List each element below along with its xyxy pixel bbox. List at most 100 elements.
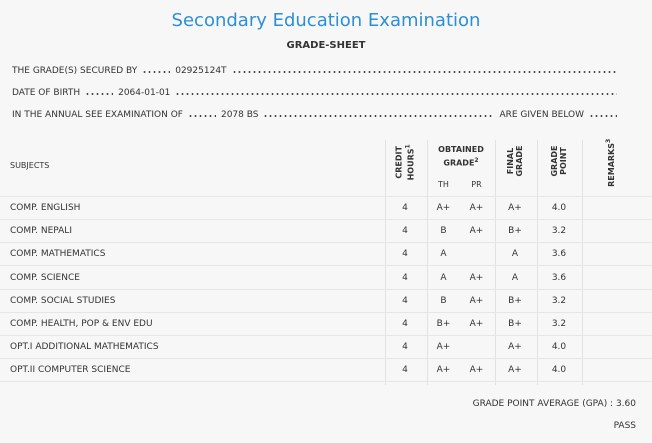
header-line: HOURS1: [404, 144, 416, 181]
info-label: THE GRADE(S) SECURED BY: [12, 66, 138, 76]
dots: [589, 115, 617, 117]
column-divider: [385, 140, 386, 385]
row-rule: [0, 381, 652, 383]
subject-name: COMP. MATHEMATICS: [10, 249, 106, 260]
header-line: REMARKS3: [605, 138, 616, 187]
title: Secondary Education Examination: [171, 10, 481, 31]
grade-cell: A+: [508, 203, 522, 213]
credit-hours-header: CREDIT HOURS1: [395, 132, 416, 192]
grade-cell: 4.0: [551, 342, 567, 353]
column-divider: [427, 140, 428, 385]
grade-cell: A+: [436, 203, 451, 213]
subject-name: COMP. ENGLISH: [10, 203, 81, 213]
info-line: DATE OF BIRTH 2064-01-01: [12, 88, 622, 98]
grade-cell: B+: [436, 319, 451, 329]
grade-cell: 4: [402, 203, 408, 213]
row-rule: [0, 219, 652, 220]
row-rule: [0, 358, 652, 360]
header-line: FINAL: [506, 147, 515, 175]
header-line: CREDIT: [394, 146, 404, 179]
grade-cell: 3.6: [551, 249, 567, 260]
info-label: IN THE ANNUAL SEE EXAMINATION OF: [12, 110, 183, 120]
grade-cell: A+: [469, 365, 484, 376]
row-rule: [0, 288, 652, 290]
row-rule: [0, 311, 652, 313]
grade-cell: A: [511, 249, 519, 260]
grade-cell: B: [440, 226, 447, 237]
dots: [187, 115, 216, 117]
footnote-mark: 2: [474, 157, 479, 164]
grade-cell: A: [440, 249, 447, 260]
info-value: 02925124T: [175, 66, 227, 76]
grade-cell: A+: [436, 365, 451, 376]
grade-cell: A+: [469, 295, 484, 306]
column-divider: [495, 140, 496, 385]
info-value: 2064-01-01: [118, 88, 171, 98]
final-grade-header: FINAL GRADE: [506, 131, 524, 191]
info-label: DATE OF BIRTH: [12, 88, 81, 98]
grade-cell: A+: [469, 226, 484, 237]
header-line: GRADE2: [443, 157, 479, 168]
subject-name: OPT.I ADDITIONAL MATHEMATICS: [10, 342, 159, 353]
grade-cell: A+: [469, 272, 484, 283]
remarks-header: REMARKS3: [604, 132, 616, 192]
header-line: GRADE: [515, 145, 524, 177]
grade-cell: A: [511, 272, 519, 283]
gpa: GRADE POINT AVERAGE (GPA) : 3.60: [472, 399, 636, 409]
info-line: IN THE ANNUAL SEE EXAMINATION OF 2078 BS A…: [12, 110, 622, 120]
column-divider: [537, 140, 538, 385]
grade-cell: 4.0: [551, 203, 567, 213]
subject-name: COMP. SOCIAL STUDIES: [10, 295, 116, 306]
grade-cell: 4: [402, 295, 408, 306]
grade-cell: 4: [402, 319, 408, 329]
column-divider: [582, 140, 583, 385]
dots: [175, 93, 617, 95]
dots: [231, 71, 617, 73]
header-line: POINT: [559, 147, 568, 175]
subject-name: COMP. HEALTH, POP & ENV EDU: [10, 319, 153, 329]
subtitle: GRADE-SHEET: [286, 40, 366, 51]
header-rule: [0, 196, 652, 197]
pr-header: PR: [471, 180, 482, 189]
grade-cell: A+: [436, 342, 451, 353]
grade-cell: 4: [402, 342, 408, 353]
grade-cell: 4: [402, 226, 408, 237]
grade-cell: A+: [469, 319, 484, 329]
grade-cell: 3.2: [551, 295, 567, 306]
info-value: 2078 BS: [220, 110, 259, 120]
grade-cell: A+: [508, 365, 522, 376]
subject-name: OPT.II COMPUTER SCIENCE: [10, 365, 131, 376]
grade-point-header: GRADE POINT: [550, 131, 568, 191]
grade-cell: 4: [402, 272, 408, 283]
grade-cell: A+: [508, 342, 522, 353]
grade-cell: B+: [508, 295, 522, 306]
subject-name: COMP. NEPALI: [10, 226, 72, 237]
row-rule: [0, 242, 652, 244]
info-suffix: ARE GIVEN BELOW: [499, 110, 584, 120]
grade-cell: B+: [508, 226, 522, 237]
row-rule: [0, 335, 652, 336]
dots: [85, 93, 114, 95]
grade-cell: B: [440, 295, 447, 306]
grade-cell: 4: [402, 365, 408, 376]
result: PASS: [613, 421, 636, 431]
header-line: OBTAINED: [438, 145, 484, 154]
dots: [142, 71, 171, 73]
grade-cell: A+: [469, 203, 484, 213]
grade-cell: 4: [402, 249, 408, 260]
dots: [263, 115, 495, 117]
subject-name: COMP. SCIENCE: [10, 272, 80, 283]
header-line: GRADE: [550, 145, 559, 177]
grade-cell: 3.6: [551, 272, 567, 283]
footnote-mark: 1: [404, 144, 412, 149]
info-line: THE GRADE(S) SECURED BY 02925124T: [12, 66, 622, 76]
row-rule: [0, 265, 652, 267]
obtained-grade-header: OBTAINED GRADE2: [427, 144, 495, 169]
grade-cell: 4.0: [551, 365, 567, 376]
grade-cell: 3.2: [551, 226, 567, 237]
footnote-mark: 3: [605, 138, 613, 143]
subjects-header: SUBJECTS: [10, 161, 50, 170]
th-header: TH: [438, 180, 449, 189]
grade-cell: 3.2: [551, 319, 567, 329]
